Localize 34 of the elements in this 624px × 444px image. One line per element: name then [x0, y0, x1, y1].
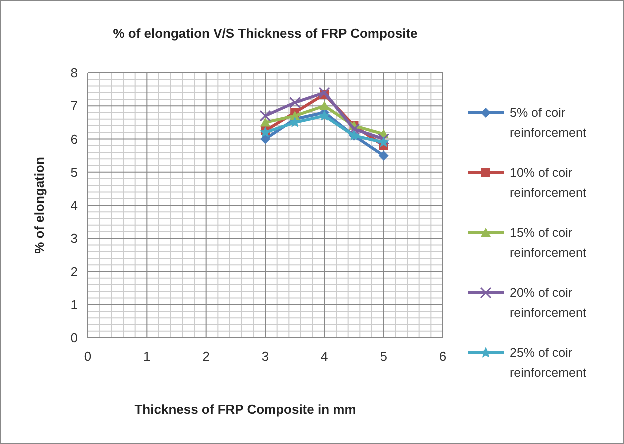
legend-label: 15% of coir reinforcement — [510, 226, 587, 260]
y-tick-label: 7 — [70, 98, 78, 114]
y-tick-label: 3 — [70, 231, 78, 246]
legend-label: 25% of coir reinforcement — [510, 346, 587, 380]
x-tick-label: 2 — [202, 349, 210, 364]
point — [320, 101, 330, 110]
legend-label: 20% of coir reinforcement — [510, 286, 587, 320]
x-tick-label: 6 — [439, 349, 447, 364]
point — [318, 110, 330, 121]
point — [289, 97, 301, 109]
x-tick-label: 0 — [84, 349, 92, 364]
x-tick-label: 5 — [380, 349, 388, 364]
point — [260, 110, 272, 122]
y-tick-label: 1 — [70, 297, 78, 312]
y-axis-title: % of elongation — [32, 157, 47, 254]
chart-title: % of elongation V/S Thickness of FRP Composite — [113, 26, 418, 41]
y-tick-label: 0 — [70, 330, 78, 346]
point — [378, 150, 389, 161]
point — [260, 134, 270, 144]
legend-label: 5% of coir reinforcement — [510, 106, 587, 140]
x-tick-label: 3 — [262, 349, 270, 364]
y-tick-label: 5 — [70, 164, 78, 180]
legend-label: 10% of coir reinforcement — [510, 166, 587, 200]
point — [260, 118, 270, 127]
x-tick-label: 1 — [144, 349, 151, 364]
y-tick-label: 6 — [70, 132, 78, 147]
y-tick-label: 4 — [70, 198, 78, 214]
point — [318, 87, 330, 99]
y-tick-label: 2 — [70, 264, 78, 280]
y-tick-label: 8 — [70, 66, 78, 81]
x-tick-label: 4 — [321, 349, 328, 364]
point — [378, 134, 390, 145]
point — [348, 124, 360, 136]
x-axis-title: Thickness of FRP Composite in mm — [134, 402, 356, 417]
